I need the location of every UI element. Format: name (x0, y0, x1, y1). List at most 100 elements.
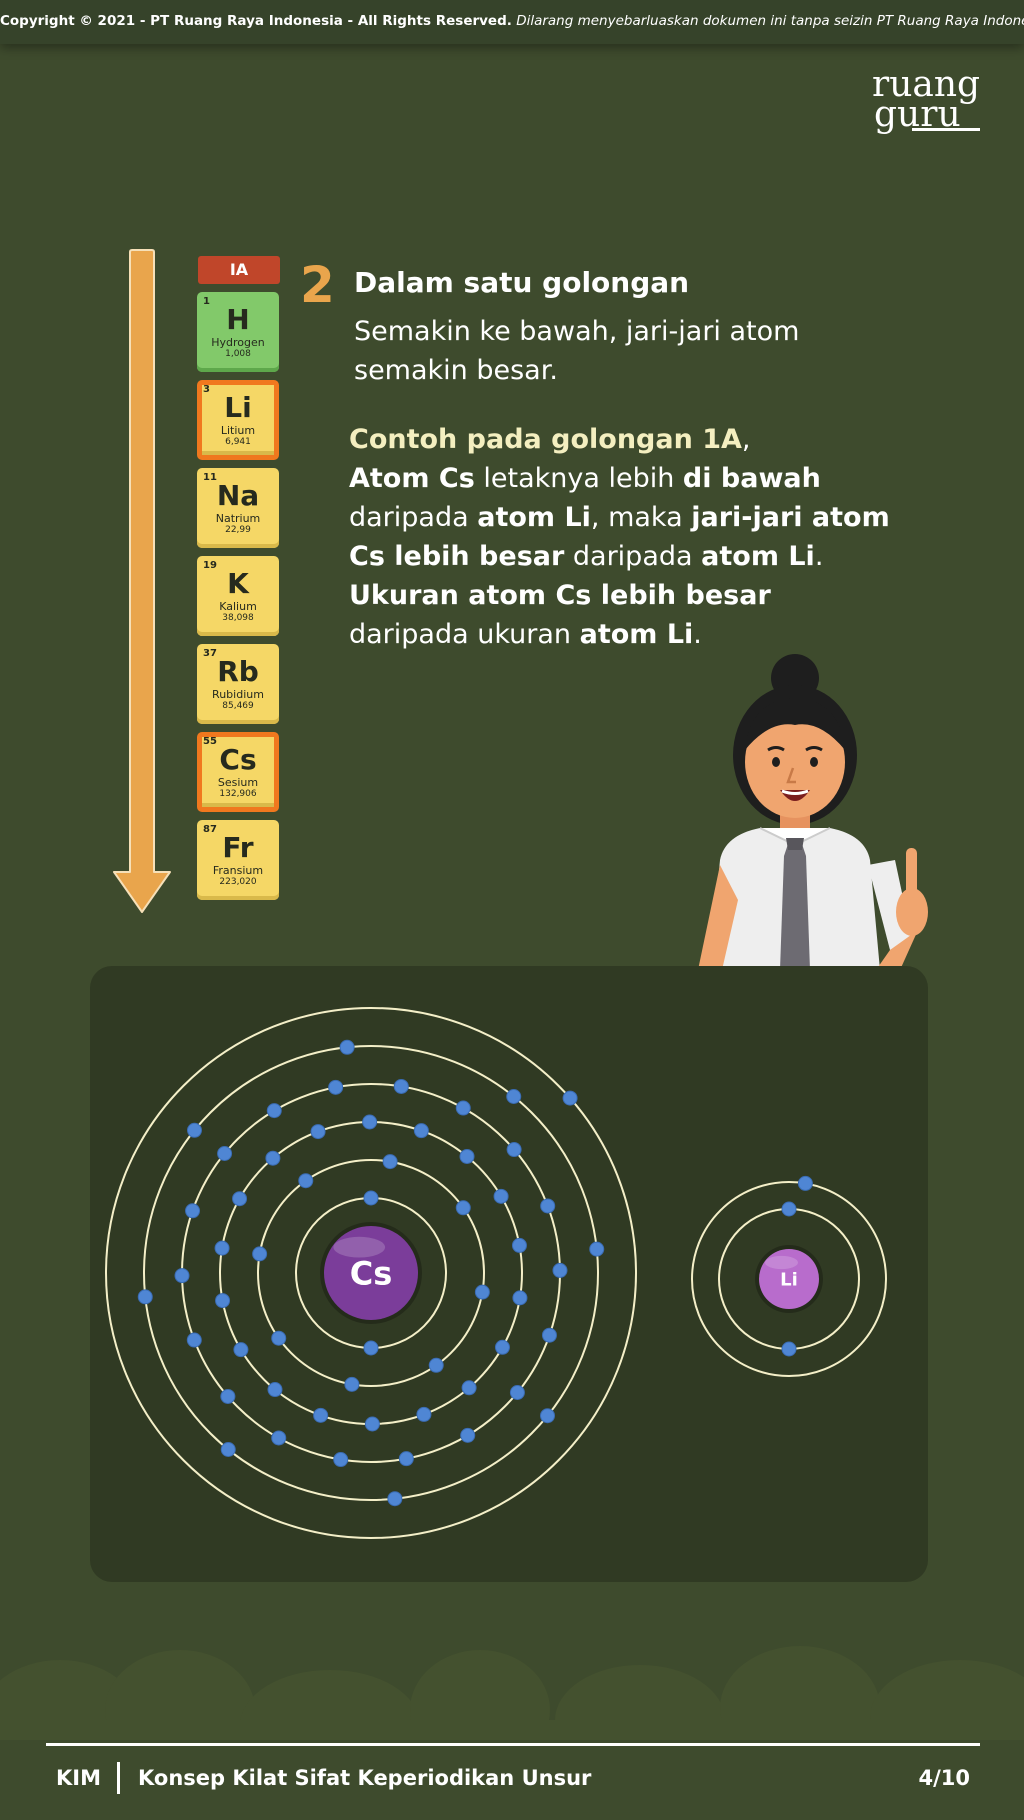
element-symbol: Rb (217, 655, 259, 688)
cs-atom-electron (220, 1388, 236, 1404)
example-paragraph: Contoh pada golongan 1A, Atom Cs letakny… (349, 420, 909, 654)
text-run: , maka (590, 502, 692, 533)
text-run: Cs lebih besar (349, 541, 565, 572)
teacher-illustration (698, 654, 928, 970)
cs-atom-electron (339, 1039, 355, 1055)
element-symbol: H (226, 303, 250, 336)
copyright-notice: Copyright © 2021 - PT Ruang Raya Indones… (0, 13, 512, 29)
element-symbol: Li (224, 391, 252, 424)
cs-atom-shell-2 (257, 1159, 485, 1387)
ruangguru-logo: ruang guru (872, 64, 982, 135)
cs-atom-electron (214, 1240, 230, 1256)
cs-atom-electron (494, 1339, 510, 1355)
group-header: IA (198, 256, 280, 284)
cs-atom-electron (506, 1142, 522, 1158)
atomic-number: 37 (203, 648, 217, 659)
atomic-mass: 132,906 (219, 789, 257, 799)
element-name: Fransium (212, 864, 264, 877)
cs-atom-electron (393, 1078, 409, 1094)
atom-comparison-board: Cs Li (90, 966, 928, 1582)
cs-atom-electron (333, 1452, 349, 1468)
cs-atom-nucleus (324, 1226, 418, 1320)
text-run: daripada ukuran (349, 619, 580, 650)
text-run: , (741, 424, 751, 455)
atomic-number: 11 (203, 472, 217, 483)
atomic-mass: 223,020 (219, 877, 257, 887)
cs-atom-electron (552, 1262, 568, 1278)
cs-atom-electron (512, 1290, 528, 1306)
periodic-group-1a-column: IA 1 H Hydrogen 1,008 3 Li Litium 6,941 … (197, 256, 281, 900)
cs-atom-electron (185, 1203, 201, 1219)
element-cell-fr: 87 Fr Fransium 223,020 (197, 820, 279, 900)
element-name: Kalium (219, 600, 257, 613)
cs-atom-electron (232, 1191, 248, 1207)
cs-atom-electron (460, 1427, 476, 1443)
footer: KIM Konsep Kilat Sifat Keperiodikan Unsu… (56, 1760, 970, 1796)
cs-atom-electron (506, 1088, 522, 1104)
li-atom-shell-2 (691, 1181, 887, 1377)
atomic-number: 3 (203, 384, 210, 395)
cs-atom-shell-5 (143, 1045, 599, 1501)
atom-diagram: Cs Li (105, 1007, 887, 1539)
li-atom-nucleus (759, 1249, 819, 1309)
li-atom-electron (797, 1175, 813, 1191)
page-indicator: 4/10 (918, 1766, 970, 1790)
element-symbol: Cs (219, 743, 257, 776)
atomic-mass: 38,098 (222, 613, 254, 623)
cs-atom-electron (459, 1148, 475, 1164)
distribution-warning: Dilarang menyebarluaskan dokumen ini tan… (516, 13, 1024, 29)
text-run: daripada (564, 541, 702, 572)
cs-atom-electron (541, 1327, 557, 1343)
cs-atom-electron (265, 1150, 281, 1166)
cs-atom-electron (344, 1376, 360, 1392)
cs-atom-electron (511, 1237, 527, 1253)
element-name: Litium (220, 424, 256, 437)
cs-atom-electron (416, 1406, 432, 1422)
logo-line-2: guru (874, 94, 961, 135)
text-run: atom Li (477, 502, 591, 533)
li-atom-electron (781, 1201, 797, 1217)
text-run: atom Li (701, 541, 815, 572)
point-description: Semakin ke bawah, jari-jari atom semakin… (354, 316, 800, 386)
element-cell-h: 1 H Hydrogen 1,008 (197, 292, 279, 372)
element-cell-cs: 55 Cs Sesium 132,906 (197, 732, 279, 812)
cs-atom-electron (540, 1198, 556, 1214)
element-symbol: Fr (222, 831, 254, 864)
cs-atom-electron (509, 1385, 525, 1401)
text-run: atom Li (579, 619, 694, 650)
cs-atom-electron (186, 1332, 202, 1348)
atomic-number: 19 (203, 560, 217, 571)
footer-divider (46, 1743, 980, 1746)
atomic-mass: 85,469 (222, 701, 254, 711)
copyright-bar: Copyright © 2021 - PT Ruang Raya Indones… (0, 0, 1024, 44)
element-name: Hydrogen (211, 336, 265, 349)
li-atom-nucleus-label: Li (780, 1269, 798, 1290)
atomic-mass: 22,99 (225, 525, 251, 535)
element-cell-na: 11 Na Natrium 22,99 (197, 468, 279, 548)
cs-atom-electron (364, 1416, 380, 1432)
cs-atom-electron (313, 1407, 329, 1423)
element-name: Natrium (215, 512, 261, 525)
atomic-number: 87 (203, 824, 217, 835)
cs-atom-nucleus-gloss (333, 1236, 386, 1258)
down-arrow-icon (113, 249, 171, 913)
element-name: Rubidium (212, 688, 264, 701)
cs-atom-electron (174, 1268, 190, 1284)
cs-atom-electron (398, 1451, 414, 1467)
logo-line-1: ruang (872, 64, 981, 105)
cs-atom-electron (328, 1079, 344, 1095)
text-run: jari-jari atom (691, 502, 890, 533)
atomic-mass: 1,008 (225, 349, 251, 359)
cs-atom-electron (382, 1154, 398, 1170)
cs-atom-electron (186, 1122, 202, 1138)
element-symbol: Na (216, 479, 260, 512)
element-symbol: K (227, 567, 249, 600)
element-cell-li: 3 Li Litium 6,941 (197, 380, 279, 460)
cs-atom-electron (137, 1289, 153, 1305)
cs-atom-electron (220, 1442, 236, 1458)
cs-atom-electron (271, 1430, 287, 1446)
module-title: Konsep Kilat Sifat Keperiodikan Unsur (138, 1766, 592, 1790)
atomic-mass: 6,941 (225, 437, 251, 447)
text-run: . (814, 541, 824, 572)
li-atom-nucleus-gloss (765, 1255, 798, 1270)
